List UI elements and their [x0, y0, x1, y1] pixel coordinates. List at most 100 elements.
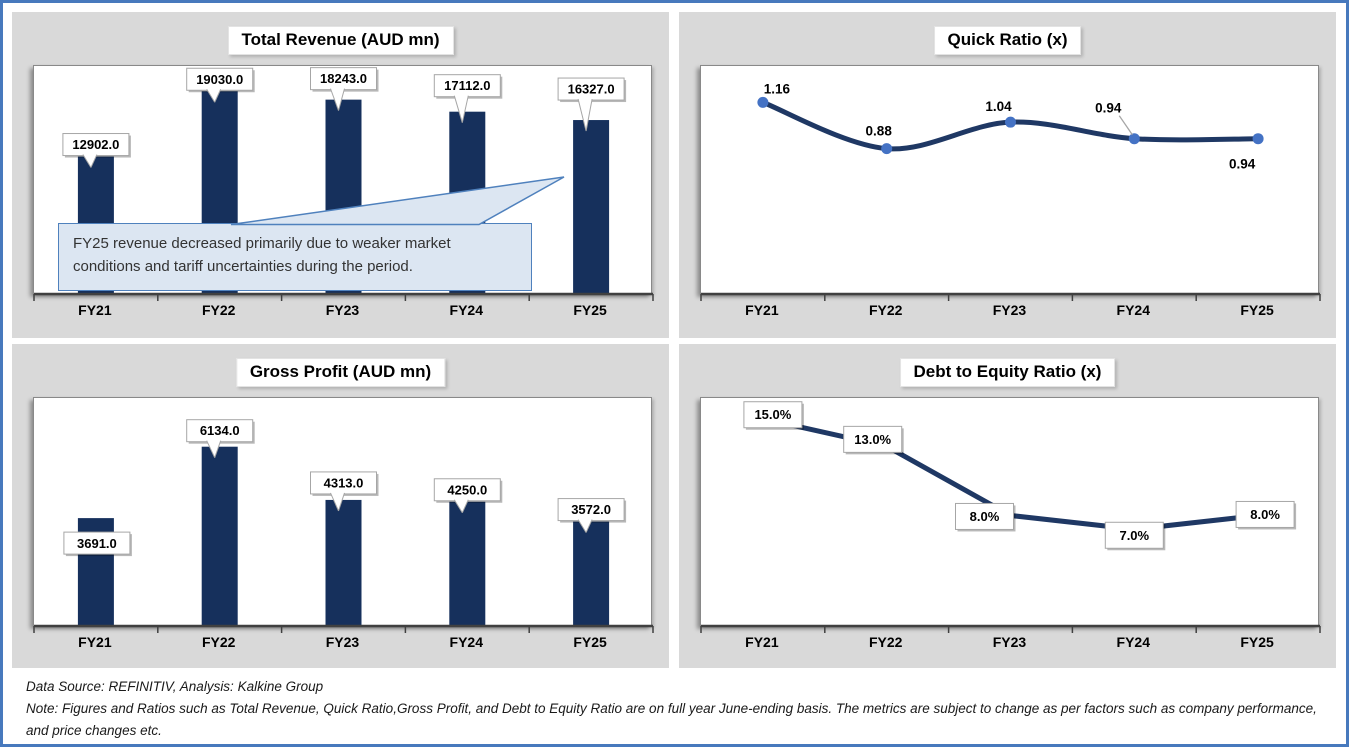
chart-title-text: Quick Ratio (x)	[947, 30, 1068, 49]
label-box	[1104, 521, 1164, 549]
label-box	[843, 425, 903, 453]
label-pointer-edge	[461, 95, 469, 123]
bar-FY22	[201, 91, 238, 295]
chart-title-gross-profit: Gross Profit (AUD mn)	[235, 358, 446, 387]
label-pointer-edge	[214, 440, 222, 458]
marker-FY23	[1005, 116, 1016, 128]
report-page: Total Revenue (AUD mn) 12902.0 19030.0 182…	[3, 3, 1346, 742]
label-pointer	[82, 154, 97, 168]
plot-area-total-revenue: 12902.0 19030.0 18243.0 17112.0 16327.0 FY25…	[33, 65, 654, 301]
gross-profit-bar-chart: 3691.0 6134.0 4313.0 4250.0 3572.0	[33, 419, 654, 633]
debt-to-equity-line-chart: 15.0% 13.0% 8.0% 7.0% 8.0%	[700, 401, 1321, 633]
x-axis-label: FY25	[573, 302, 607, 318]
x-axis-label: FY21	[78, 634, 112, 650]
chart-title-text: Gross Profit (AUD mn)	[249, 362, 432, 381]
data-label: 16327.0	[568, 82, 615, 97]
chart-panel-quick-ratio: Quick Ratio (x) 1.16 0.88 1.04 0.94 0.94 FY2…	[679, 12, 1336, 338]
label-pointer	[578, 99, 593, 132]
bar-FY25	[573, 120, 610, 294]
chart-title-debt-to-equity: Debt to Equity Ratio (x)	[899, 358, 1116, 387]
bar-FY24	[449, 111, 486, 294]
data-label: 3691.0	[77, 536, 117, 551]
data-label: 7.0%	[1119, 528, 1149, 543]
x-axis-label: FY23	[325, 302, 360, 318]
note-line: Note: Figures and Ratios such as Total R…	[26, 700, 1317, 738]
data-label: 8.0%	[970, 509, 1000, 524]
chart-panel-debt-to-equity: Debt to Equity Ratio (x) 15.0% 13.0% 8.0% 7…	[679, 344, 1336, 668]
label-pointer-edge	[90, 154, 98, 168]
label-pointer-edge	[338, 88, 345, 111]
label-pointer	[454, 95, 469, 123]
x-axis-label: FY24	[449, 302, 484, 318]
label-pointer-edge	[330, 492, 339, 512]
x-axis-label: FY24	[1116, 302, 1151, 318]
label-pointer-edge	[214, 89, 222, 103]
x-axis-label: FY21	[78, 302, 112, 318]
label-pointer	[330, 492, 345, 511]
data-label: 4250.0	[447, 482, 487, 497]
x-axis-label: FY25	[573, 634, 607, 650]
label-pointer-edge	[577, 98, 587, 132]
label-leader-line	[1118, 115, 1133, 136]
label-pointer	[206, 89, 221, 103]
data-label: 3572.0	[571, 502, 611, 517]
marker-FY22	[881, 143, 893, 155]
data-label: 13.0%	[854, 432, 891, 447]
bar-FY23	[325, 499, 362, 626]
x-axis-label: FY23	[992, 634, 1027, 650]
data-source-line: Data Source: REFINITIV, Analysis: Kalkin…	[26, 679, 324, 694]
marker-FY25	[1252, 133, 1264, 145]
x-axis-label: FY24	[449, 634, 484, 650]
x-axis-label: FY23	[325, 634, 360, 650]
label-pointer-edge	[206, 440, 216, 458]
x-axis-label: FY22	[868, 302, 903, 318]
label-pointer	[206, 440, 221, 458]
chart-panel-total-revenue: Total Revenue (AUD mn) 12902.0 19030.0 182…	[12, 12, 669, 338]
x-axis-labels-gross-profit: FY21 FY22 FY23 FY24 FY25	[33, 634, 652, 650]
x-axis-labels-debt-to-equity: FY21 FY22 FY23 FY24 FY25	[700, 634, 1319, 650]
x-axis-label: FY23	[992, 302, 1027, 318]
label-pointer-edge	[206, 88, 216, 103]
label-pointer-edge	[453, 95, 463, 123]
label-pointer	[330, 88, 345, 111]
plot-area-quick-ratio: 1.16 0.88 1.04 0.94 0.94	[700, 65, 1321, 301]
label-pointer	[578, 519, 593, 533]
marker-FY24	[1128, 133, 1140, 145]
total-revenue-bar-chart: 12902.0 19030.0 18243.0 17112.0 16327.0	[33, 67, 654, 301]
chart-title-quick-ratio: Quick Ratio (x)	[933, 26, 1082, 55]
marker-FY21	[757, 96, 769, 108]
data-label: 12902.0	[72, 137, 119, 152]
data-label: 1.04	[985, 99, 1012, 114]
chart-title-text: Total Revenue (AUD mn)	[241, 30, 440, 49]
chart-panel-gross-profit: Gross Profit (AUD mn) 3691.0 6134.0 4313.0…	[12, 344, 669, 668]
x-axis-label: FY21	[745, 302, 779, 318]
data-label: 18243.0	[320, 71, 367, 86]
bar-FY23	[325, 99, 362, 294]
data-label: 0.94	[1229, 157, 1256, 172]
data-label: 17112.0	[444, 78, 490, 93]
label-box	[1235, 500, 1295, 528]
data-label: 8.0%	[1250, 507, 1280, 522]
label-pointer-edge	[585, 519, 593, 533]
x-axis-label: FY22	[201, 634, 236, 650]
x-axis-label: FY22	[201, 302, 236, 318]
label-pointer-edge	[461, 499, 469, 513]
label-pointer-edge	[585, 98, 593, 132]
label-pointer-edge	[338, 492, 345, 512]
label-box	[955, 502, 1014, 530]
x-axis-label: FY22	[868, 634, 903, 650]
bar-FY24	[449, 501, 486, 626]
data-label: 4313.0	[324, 475, 364, 490]
quick-ratio-line-chart: 1.16 0.88 1.04 0.94 0.94	[700, 81, 1321, 301]
label-pointer-edge	[82, 154, 92, 168]
label-box	[743, 401, 803, 429]
label-pointer	[454, 499, 469, 513]
bar-FY22	[201, 446, 238, 626]
chart-title-text: Debt to Equity Ratio (x)	[913, 362, 1102, 381]
label-pointer-edge	[330, 88, 339, 111]
data-label: 0.88	[866, 124, 893, 139]
data-label: 1.16	[764, 81, 791, 96]
plot-area-debt-to-equity: 15.0% 13.0% 8.0% 7.0% 8.0%	[700, 397, 1321, 633]
bar-FY21	[77, 156, 114, 294]
label-pointer-edge	[577, 519, 587, 533]
